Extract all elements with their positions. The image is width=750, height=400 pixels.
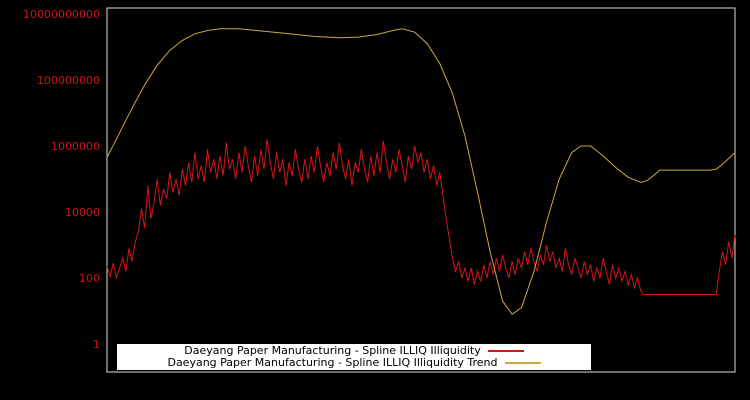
plot-border <box>106 7 736 373</box>
legend-label-illiquidity: Daeyang Paper Manufacturing - Spline ILL… <box>184 344 481 357</box>
chart-legend: Daeyang Paper Manufacturing - Spline ILL… <box>117 344 591 370</box>
legend-row-trend: Daeyang Paper Manufacturing - Spline ILL… <box>117 357 591 369</box>
y-tick-label: 100000000 <box>37 74 100 87</box>
y-tick-label: 10000 <box>65 206 100 219</box>
legend-sample-trend <box>504 362 541 364</box>
legend-label-trend: Daeyang Paper Manufacturing - Spline ILL… <box>167 356 498 369</box>
y-tick-label: 1000000 <box>51 140 100 153</box>
legend-row-illiquidity: Daeyang Paper Manufacturing - Spline ILL… <box>117 345 591 357</box>
y-axis-ticks: 1 100 10000 1000000 100000000 10000000000 <box>23 8 100 351</box>
y-tick-label: 1 <box>93 338 100 351</box>
y-tick-label: 100 <box>79 272 100 285</box>
illiquidity-trend-line <box>106 28 736 315</box>
y-tick-label: 10000000000 <box>23 8 100 21</box>
illiquidity-series-line <box>106 139 736 295</box>
legend-sample-illiquidity <box>487 350 524 352</box>
